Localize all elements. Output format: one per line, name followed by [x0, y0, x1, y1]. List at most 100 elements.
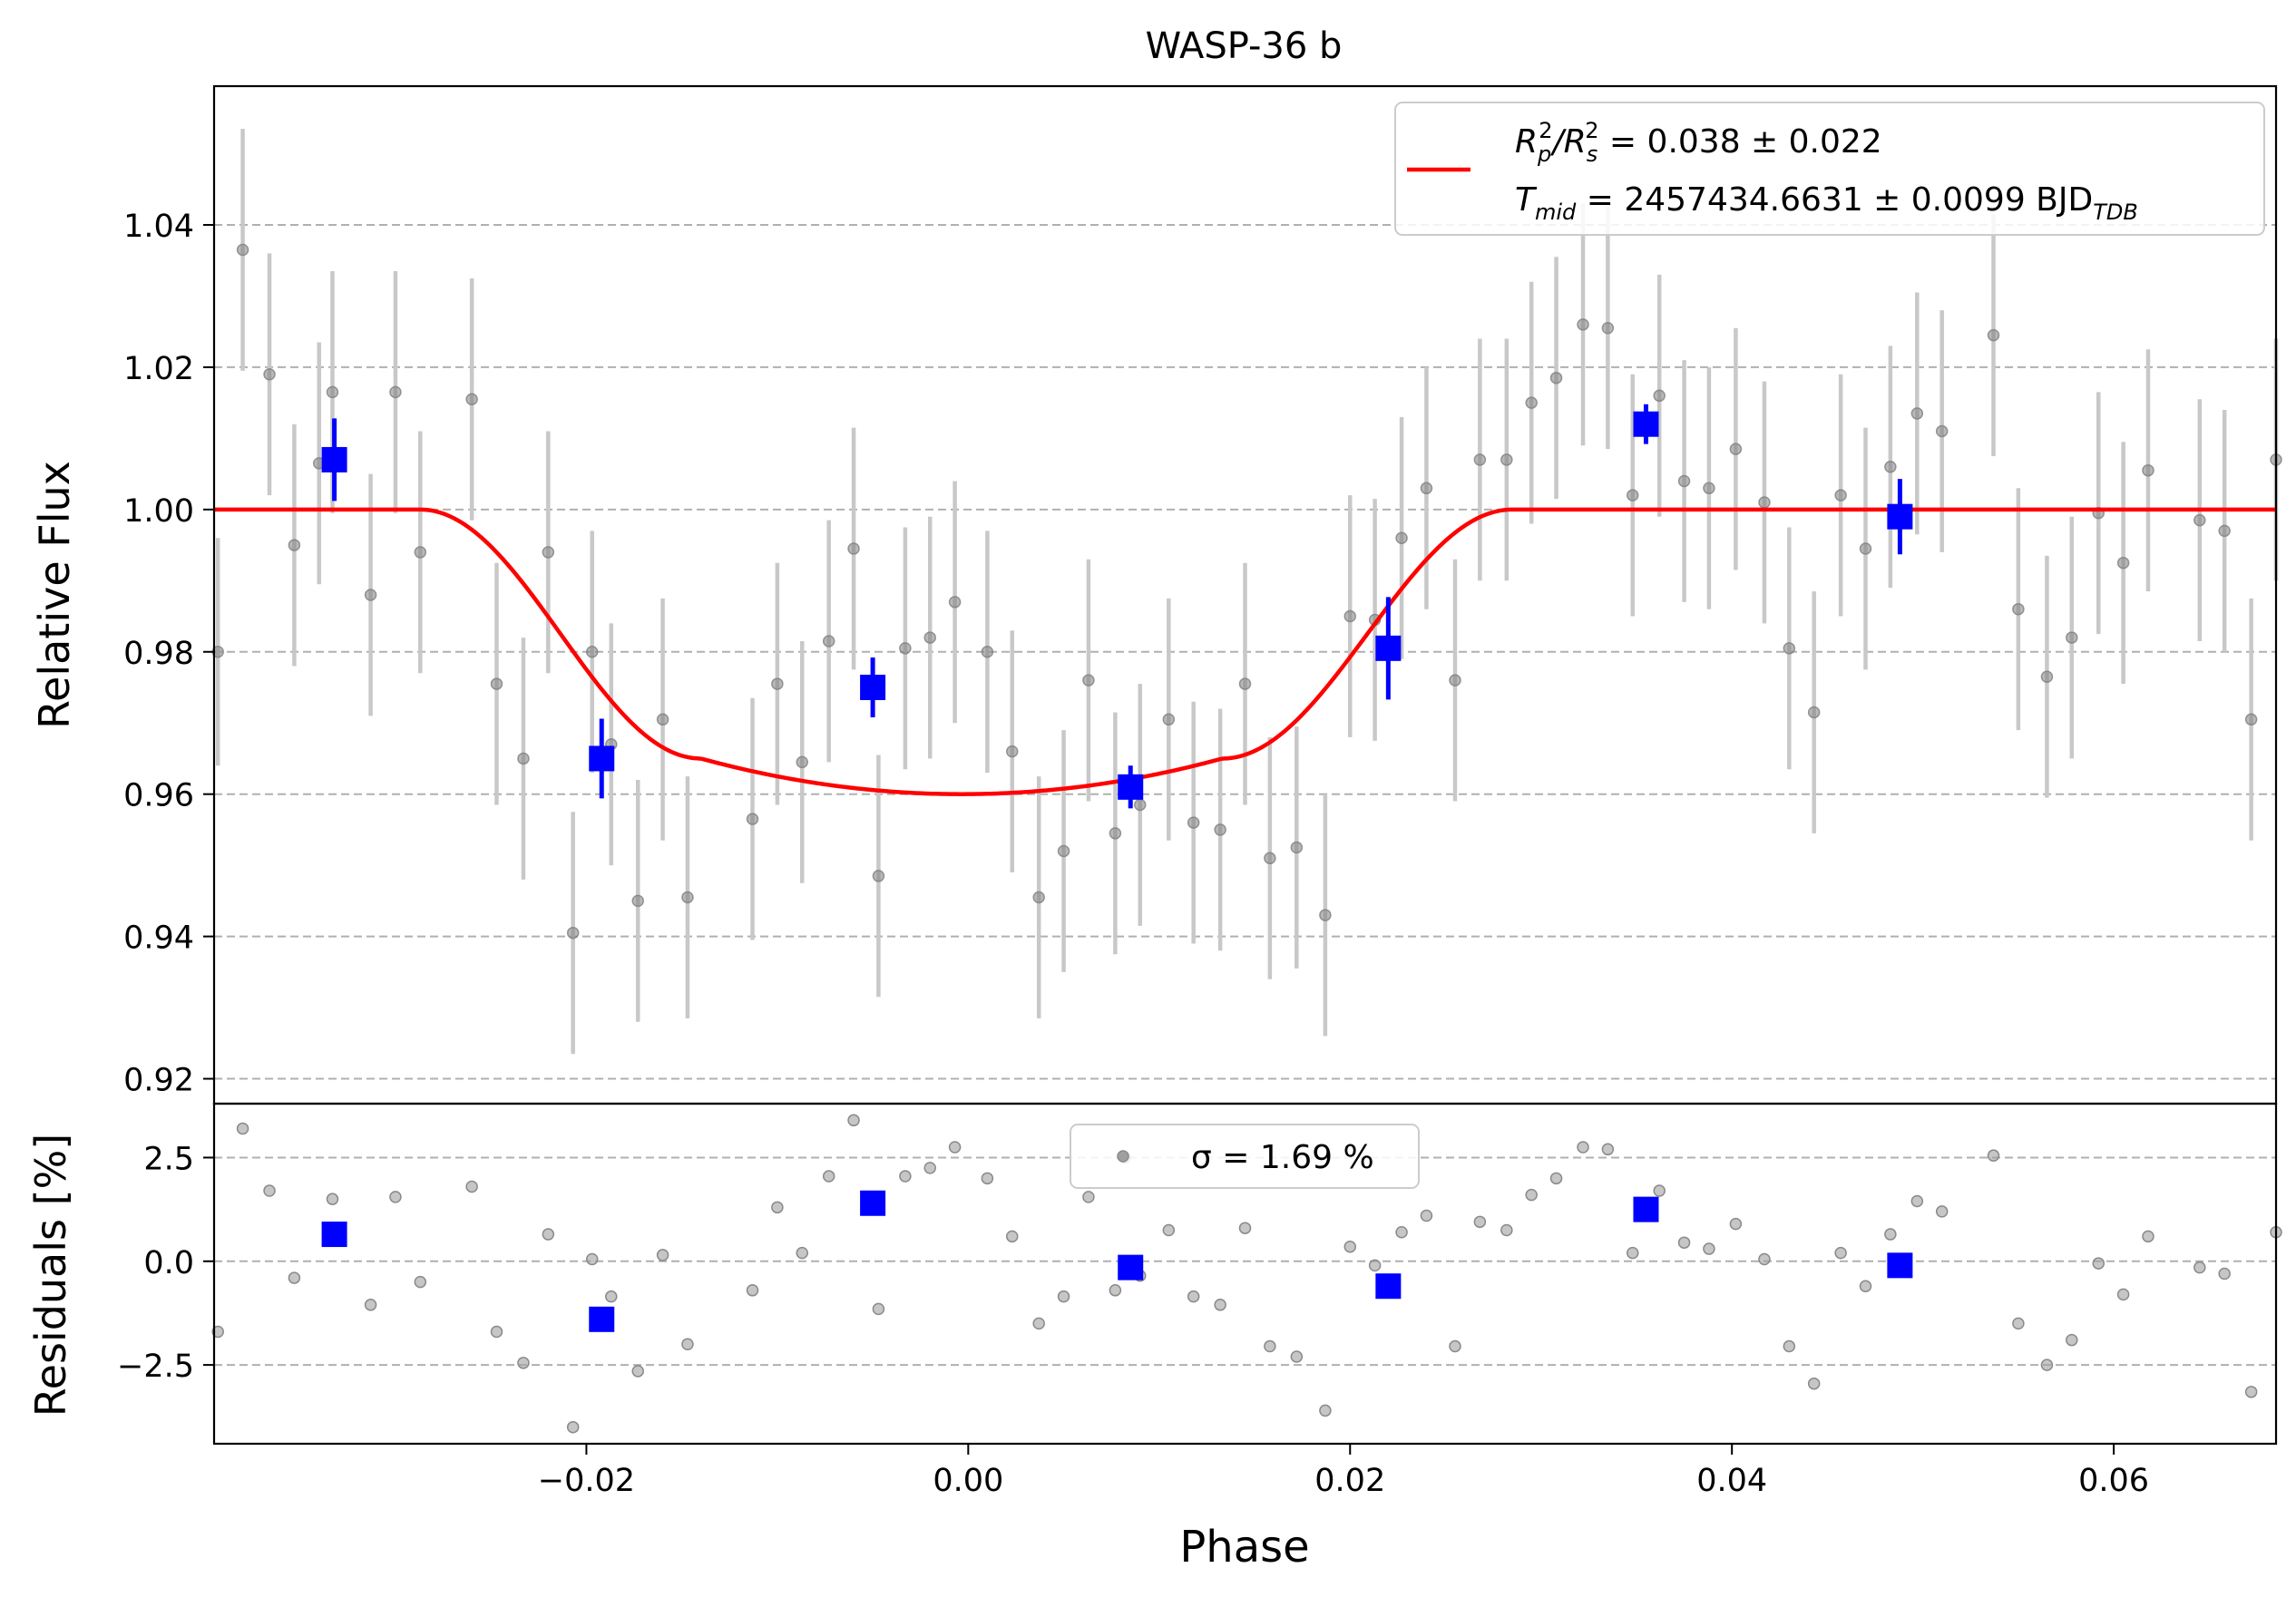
residual-point: [263, 1184, 276, 1197]
residual-point: [585, 1252, 599, 1266]
lightcurve-y-tick-label: 1.02: [123, 351, 194, 387]
raw-point: [822, 635, 835, 648]
residuals-y-tick-label: 0.0: [143, 1245, 194, 1281]
binned-residual-point: [1118, 1254, 1144, 1281]
raw-point: [2116, 556, 2130, 570]
residual-point: [796, 1246, 808, 1260]
raw-point: [364, 589, 377, 601]
lightcurve-y-tick-label: 1.04: [123, 209, 194, 245]
residual-point: [1577, 1141, 1589, 1154]
binned-residual-point: [321, 1222, 347, 1248]
x-tick-label: 0.00: [933, 1463, 1003, 1499]
residual-point: [605, 1290, 618, 1303]
binned-point: [860, 675, 886, 700]
x-tick-label: −0.02: [538, 1463, 635, 1499]
residual-point: [1910, 1194, 1924, 1208]
raw-point: [490, 677, 503, 690]
raw-point: [1214, 823, 1226, 836]
raw-point: [1577, 318, 1589, 331]
raw-point: [1834, 489, 1847, 501]
raw-point: [517, 752, 530, 765]
binned-point: [1118, 774, 1144, 800]
residuals-y-tick-label: −2.5: [117, 1349, 194, 1385]
residual-point: [1449, 1339, 1461, 1353]
residuals-axes-frame: [212, 1102, 2278, 1446]
residual-point: [288, 1271, 301, 1284]
residual-point: [923, 1162, 936, 1174]
residual-point: [1368, 1259, 1382, 1272]
residual-point: [1343, 1241, 1357, 1253]
raw-point: [1525, 396, 1538, 409]
residual-point: [631, 1365, 644, 1378]
residual-point: [1238, 1222, 1252, 1234]
legend-depth-rs: /R: [1550, 123, 1587, 161]
raw-point: [631, 894, 644, 908]
legend-tmid-label: Tmid = 2457434.6631 ± 0.0099 BJDTDB: [1515, 181, 2138, 225]
raw-point: [389, 385, 402, 399]
binned-point: [1887, 503, 1913, 530]
lightcurve-y-label: Relative Flux: [30, 461, 79, 729]
legend-depth-value: = 0.038 ± 0.022: [1598, 123, 1881, 161]
binned-point: [1633, 411, 1659, 437]
residual-point: [822, 1170, 835, 1183]
residual-point: [1214, 1299, 1226, 1311]
residual-point: [1109, 1284, 1122, 1297]
residual-point: [1162, 1223, 1176, 1237]
legend-tmid-t: T: [1515, 181, 1538, 219]
raw-point: [1449, 674, 1461, 687]
raw-point: [1005, 745, 1019, 758]
raw-point: [2040, 670, 2054, 683]
raw-point: [566, 926, 580, 940]
raw-point: [585, 646, 599, 658]
legend-depth-label: Rp2/Rs2 = 0.038 ± 0.022: [1515, 118, 1882, 167]
lightcurve-raw-points: [211, 129, 2282, 1055]
residual-point: [2193, 1261, 2206, 1274]
residual-point: [847, 1114, 860, 1127]
transit-model-curve: [214, 507, 2276, 796]
legend-tmid-tdb: TDB: [2093, 200, 2138, 225]
raw-point: [1133, 798, 1147, 812]
legend-depth-r: R: [1515, 123, 1538, 161]
raw-point: [1319, 909, 1332, 921]
raw-point: [1032, 891, 1045, 904]
raw-point: [263, 368, 276, 381]
residual-point: [2092, 1257, 2105, 1270]
raw-point: [1758, 496, 1771, 509]
residual-point: [1264, 1339, 1276, 1353]
lightcurve-y-tick-label: 0.92: [123, 1063, 194, 1099]
raw-point: [899, 642, 912, 655]
residual-point: [1395, 1226, 1408, 1239]
residual-point: [1525, 1188, 1538, 1202]
residuals-legend-box: [1070, 1124, 1420, 1189]
residual-point: [656, 1249, 669, 1261]
residual-point: [2066, 1333, 2078, 1347]
raw-point: [1500, 453, 1513, 466]
raw-point: [236, 243, 249, 257]
residual-point: [681, 1338, 694, 1350]
residual-point: [1082, 1191, 1095, 1203]
residual-point: [1420, 1209, 1433, 1222]
lightcurve-y-tick-label: 1.00: [123, 493, 194, 530]
x-axis-label: Phase: [1179, 1522, 1309, 1573]
raw-point: [771, 677, 784, 690]
residual-point: [1677, 1236, 1691, 1249]
binned-residual-point: [589, 1306, 615, 1332]
residual-point: [746, 1284, 759, 1297]
raw-point: [1264, 852, 1276, 865]
binned-point: [321, 446, 347, 472]
raw-point: [2218, 524, 2231, 538]
raw-point: [1987, 328, 2000, 342]
raw-point: [1420, 482, 1433, 495]
raw-point: [1395, 531, 1408, 544]
lightcurve-y-ticks: 0.92 0.94 0.96 0.98 1.00 1.02 1.04: [123, 209, 214, 1099]
lightcurve-y-tick-label: 0.98: [123, 636, 194, 672]
raw-point: [542, 546, 555, 559]
lightcurve-legend-box: [1394, 102, 2265, 236]
raw-point: [288, 539, 301, 551]
raw-point: [1238, 677, 1252, 690]
residual-point: [1653, 1184, 1666, 1197]
residual-point: [1319, 1404, 1332, 1417]
raw-point: [2142, 463, 2154, 477]
lightcurve-y-tick-label: 0.96: [123, 778, 194, 814]
residual-point: [414, 1275, 427, 1289]
